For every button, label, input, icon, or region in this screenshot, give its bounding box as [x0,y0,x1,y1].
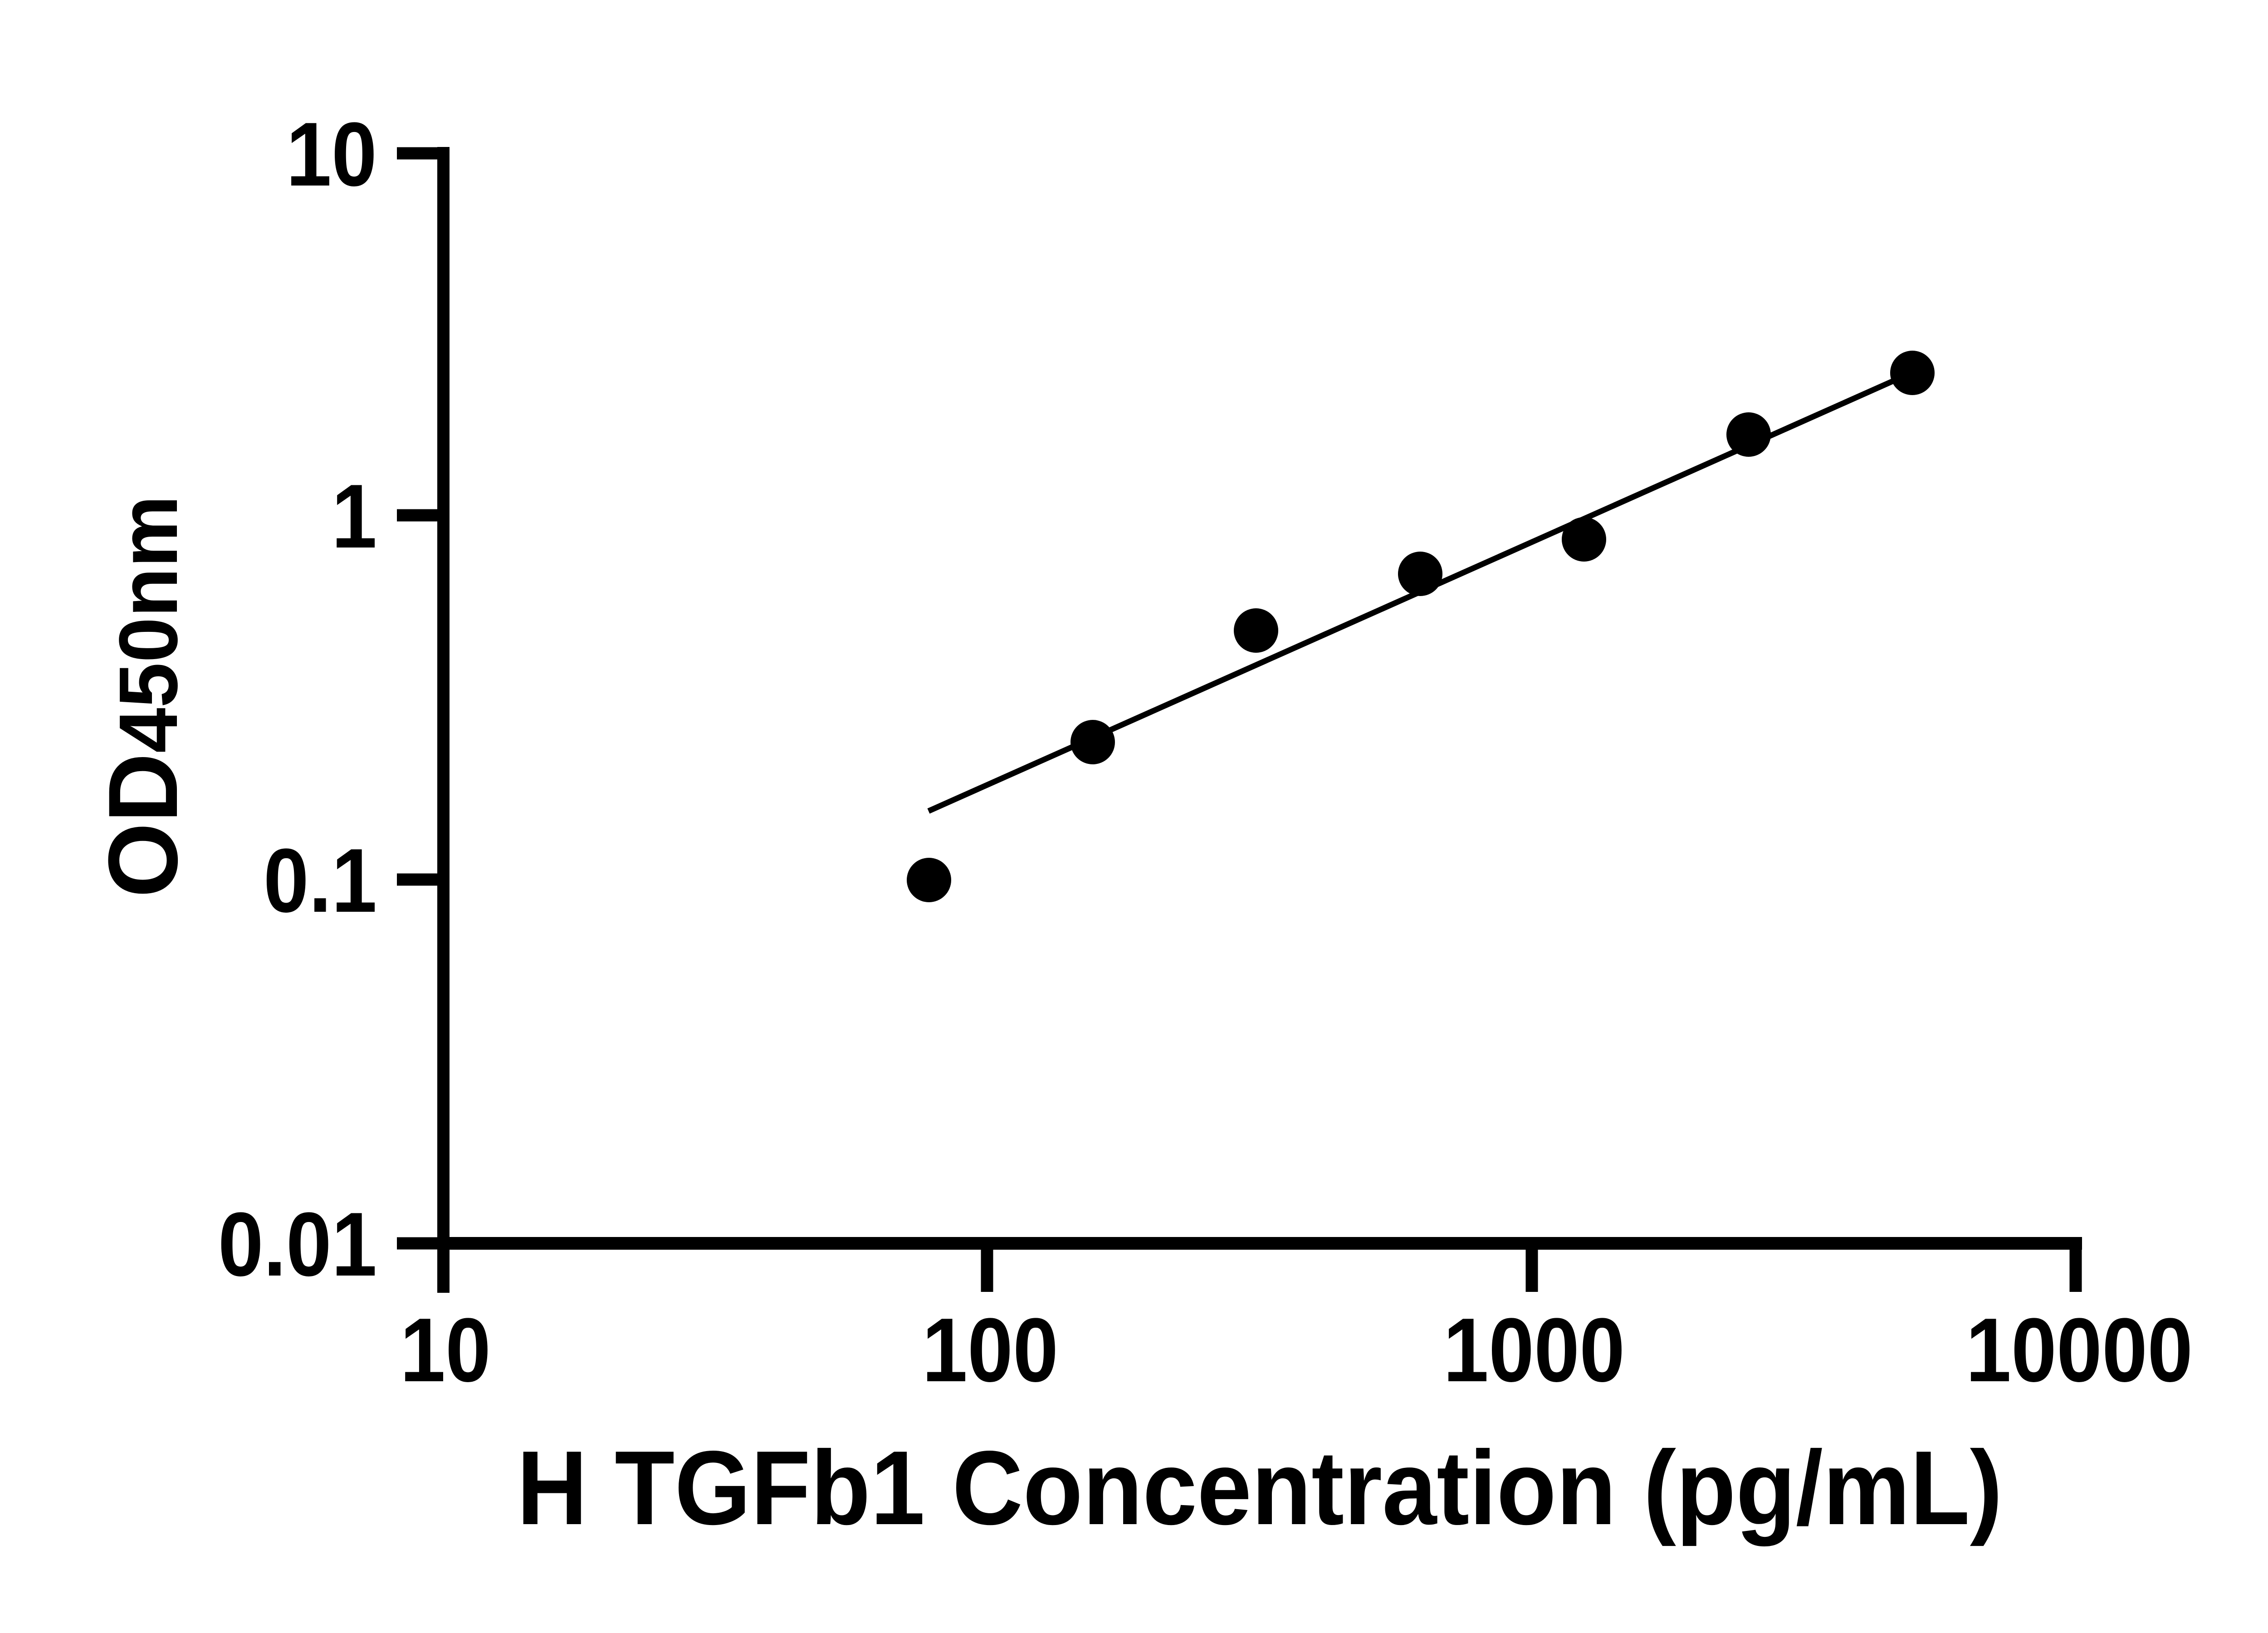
svg-text:0.01: 0.01 [218,1194,377,1295]
svg-text:0.1: 0.1 [264,830,377,931]
svg-text:10: 10 [286,104,377,205]
svg-text:OD450nm: OD450nm [88,495,198,898]
svg-text:1: 1 [332,466,377,567]
svg-text:10: 10 [400,1300,491,1401]
svg-text:1000: 1000 [1443,1300,1625,1401]
svg-text:10000: 10000 [1966,1300,2193,1401]
svg-text:H TGFb1 Concentration (pg/mL): H TGFb1 Concentration (pg/mL) [517,1429,2002,1547]
svg-text:100: 100 [922,1300,1058,1401]
